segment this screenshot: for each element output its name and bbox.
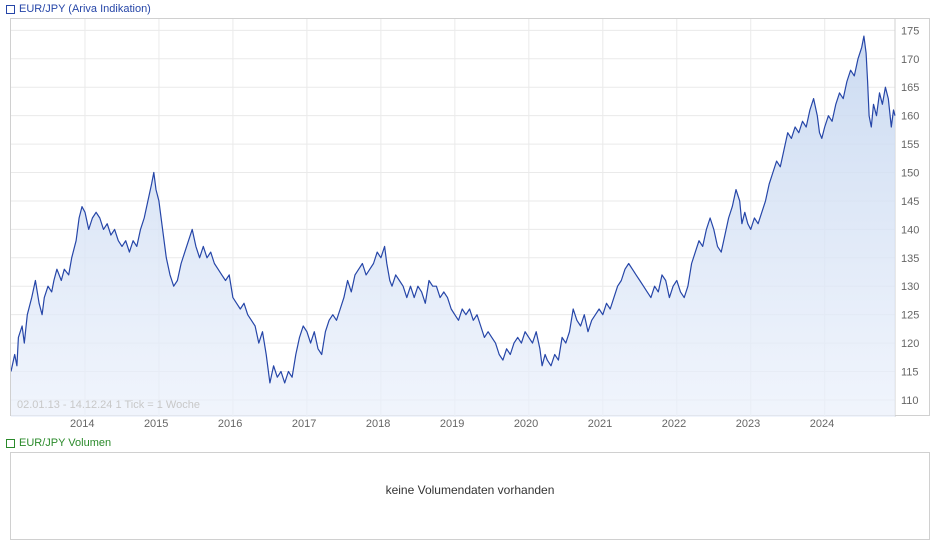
x-tick-label: 2023 [736,418,760,430]
svg-text:135: 135 [901,253,919,265]
svg-text:130: 130 [901,281,919,293]
x-tick-label: 2022 [662,418,686,430]
chart-watermark: 02.01.13 - 14.12.24 1 Tick = 1 Woche [17,399,200,411]
x-tick-label: 2019 [440,418,464,430]
main-chart-area: 110 115 120 125 130 135 140 145 150 155 160 165 170 1… [10,18,930,416]
x-axis: 2014 2015 2016 2017 2018 2019 2020 2021 2022 2023… [10,416,930,432]
svg-text:140: 140 [901,224,919,236]
volume-legend-swatch [6,439,15,448]
volume-legend: EUR/JPY Volumen [0,434,940,452]
svg-text:150: 150 [901,168,919,180]
main-legend-swatch [6,5,15,14]
x-tick-label: 2021 [588,418,612,430]
svg-text:160: 160 [901,111,919,123]
x-tick-label: 2018 [366,418,390,430]
x-tick-label: 2020 [514,418,538,430]
x-tick-label: 2024 [810,418,834,430]
volume-empty-message: keine Volumendaten vorhanden [11,453,929,497]
svg-text:145: 145 [901,196,919,208]
x-tick-label: 2014 [70,418,94,430]
x-tick-label: 2017 [292,418,316,430]
svg-text:175: 175 [901,25,919,37]
svg-text:115: 115 [901,367,919,379]
x-tick-label: 2016 [218,418,242,430]
main-chart-legend: EUR/JPY (Ariva Indikation) [0,0,940,18]
x-tick-label: 2015 [144,418,168,430]
svg-text:110: 110 [901,395,919,407]
volume-legend-label: EUR/JPY Volumen [19,437,111,449]
main-legend-label: EUR/JPY (Ariva Indikation) [19,3,151,15]
svg-text:155: 155 [901,139,919,151]
volume-chart-area: keine Volumendaten vorhanden [10,452,930,540]
chart-svg: 110 115 120 125 130 135 140 145 150 155 160 165 170 1… [11,19,931,417]
svg-text:170: 170 [901,54,919,66]
chart-container: EUR/JPY (Ariva Indikation) 1101151201251… [0,0,940,526]
svg-text:165: 165 [901,82,919,94]
svg-text:120: 120 [901,338,919,350]
svg-text:125: 125 [901,310,919,322]
